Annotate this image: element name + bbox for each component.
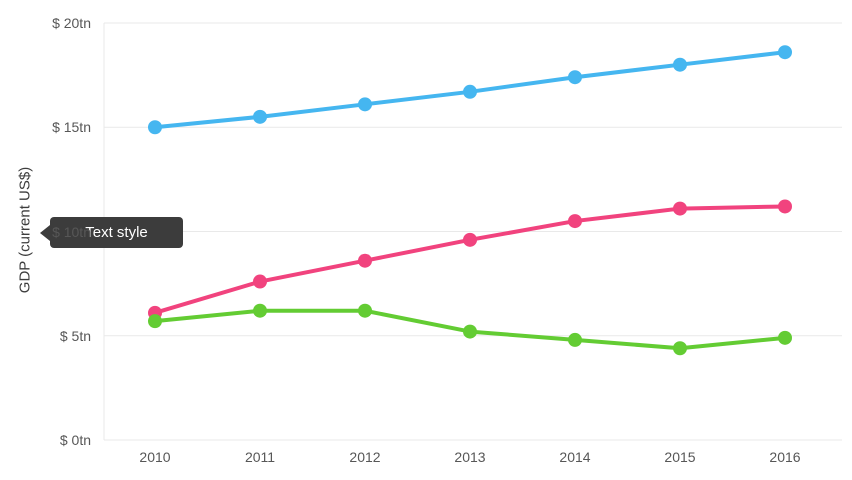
- series-green-point-2014[interactable]: [568, 332, 582, 347]
- text-style-tooltip: Text style: [40, 217, 183, 248]
- y-axis-title: GDP (current US$): [16, 166, 34, 294]
- series-green-point-2012[interactable]: [358, 303, 372, 318]
- series-green-point-2016[interactable]: [778, 330, 792, 345]
- series-pink-point-2014[interactable]: [568, 214, 582, 229]
- series-pink-point-2011[interactable]: [253, 274, 267, 289]
- series-blue-point-2015[interactable]: [673, 57, 687, 72]
- series-blue-point-2016[interactable]: [778, 45, 792, 60]
- series-blue-point-2013[interactable]: [463, 84, 477, 99]
- series-green-point-2013[interactable]: [463, 324, 477, 339]
- series-green-point-2011[interactable]: [253, 303, 267, 318]
- tooltip-label: Text style: [85, 224, 148, 241]
- x-tick-label-2016: 2016: [769, 449, 801, 465]
- series-pink-point-2012[interactable]: [358, 253, 372, 268]
- series-green-point-2010[interactable]: [148, 314, 162, 329]
- series-pink-point-2015[interactable]: [673, 201, 687, 216]
- series-pink-line: [153, 204, 787, 315]
- series-blue-point-2011[interactable]: [253, 109, 267, 124]
- series-green-point-2015[interactable]: [673, 341, 687, 356]
- series-pink-point-2013[interactable]: [463, 232, 477, 247]
- x-tick-label-2013: 2013: [454, 449, 486, 465]
- series-blue-point-2014[interactable]: [568, 70, 582, 85]
- series-blue-point-2012[interactable]: [358, 97, 372, 112]
- x-tick-label-2015: 2015: [664, 449, 696, 465]
- x-tick-label-2011: 2011: [244, 449, 276, 465]
- x-tick-label-2012: 2012: [349, 449, 381, 465]
- tooltip-arrow-icon: [40, 224, 50, 241]
- series-blue-point-2010[interactable]: [148, 120, 162, 135]
- series-pink-point-2016[interactable]: [778, 199, 792, 214]
- x-tick-label-2014: 2014: [559, 449, 591, 465]
- x-tick-label-2010: 2010: [139, 449, 171, 465]
